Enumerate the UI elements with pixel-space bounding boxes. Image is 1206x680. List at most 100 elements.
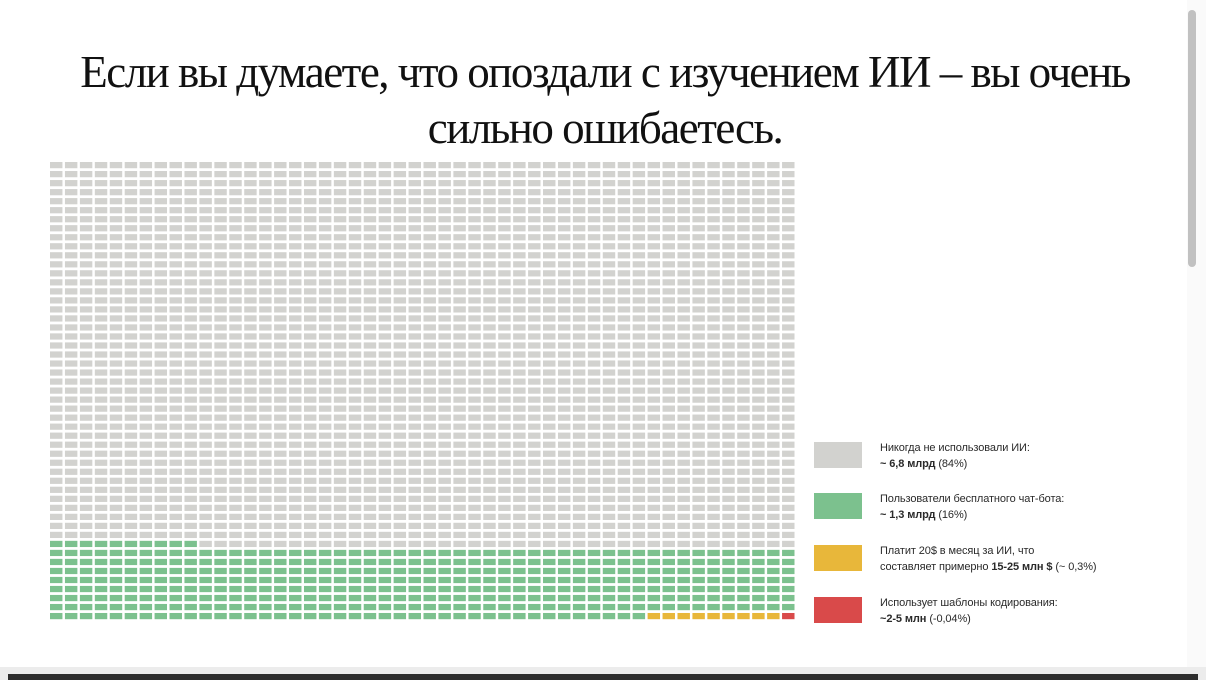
waffle-cell-free bbox=[363, 567, 377, 575]
waffle-cell-never bbox=[124, 378, 138, 385]
waffle-cell-never bbox=[647, 171, 661, 178]
waffle-cell-never bbox=[94, 531, 108, 539]
waffle-cell-never bbox=[498, 405, 511, 412]
waffle-cell-never bbox=[244, 378, 257, 385]
waffle-cell-never bbox=[124, 306, 138, 313]
waffle-cell-never bbox=[169, 468, 182, 475]
waffle-cell-never bbox=[303, 405, 317, 412]
waffle-cell-never bbox=[528, 522, 541, 529]
waffle-cell-free bbox=[214, 603, 227, 611]
waffle-cell-never bbox=[438, 171, 451, 178]
waffle-cell-never bbox=[782, 279, 795, 286]
waffle-cell-never bbox=[438, 297, 451, 304]
waffle-cell-never bbox=[109, 270, 123, 277]
waffle-cell-free bbox=[782, 603, 795, 611]
waffle-cell-free bbox=[139, 558, 153, 566]
waffle-cell-never bbox=[154, 315, 168, 322]
waffle-cell-never bbox=[214, 522, 227, 529]
waffle-cell-never bbox=[333, 504, 347, 511]
waffle-cell-never bbox=[752, 288, 765, 295]
waffle-cell-free bbox=[124, 549, 138, 557]
waffle-cell-never bbox=[722, 414, 735, 421]
waffle-cell-never bbox=[64, 171, 78, 178]
waffle-cell-never bbox=[707, 396, 720, 403]
waffle-cell-never bbox=[468, 468, 481, 475]
waffle-cell-never bbox=[528, 288, 541, 295]
waffle-cell-free bbox=[543, 567, 556, 575]
waffle-cell-never bbox=[453, 369, 466, 376]
waffle-cell-free bbox=[154, 603, 168, 611]
waffle-cell-free bbox=[79, 549, 93, 557]
waffle-cell-never bbox=[632, 360, 646, 367]
waffle-cell-never bbox=[423, 180, 436, 187]
waffle-cell-never bbox=[124, 387, 138, 394]
waffle-cell-never bbox=[483, 360, 496, 367]
waffle-cell-free bbox=[722, 576, 735, 584]
waffle-cell-never bbox=[782, 216, 795, 223]
waffle-cell-never bbox=[722, 504, 735, 511]
waffle-cell-never bbox=[453, 225, 466, 232]
waffle-cell-never bbox=[303, 351, 317, 358]
waffle-cell-never bbox=[333, 315, 347, 322]
waffle-cell-never bbox=[513, 540, 526, 548]
waffle-cell-never bbox=[289, 351, 302, 358]
waffle-cell-never bbox=[94, 405, 108, 412]
waffle-cell-never bbox=[184, 261, 197, 268]
waffle-cell-never bbox=[752, 360, 765, 367]
waffle-cell-free bbox=[318, 567, 332, 575]
waffle-cell-never bbox=[244, 477, 257, 484]
waffle-cell-never bbox=[662, 333, 675, 340]
waffle-cell-never bbox=[184, 288, 197, 295]
waffle-cell-never bbox=[677, 234, 690, 241]
waffle-cell-never bbox=[767, 324, 780, 331]
waffle-cell-never bbox=[662, 252, 675, 259]
waffle-cell-never bbox=[423, 432, 436, 439]
waffle-cell-free bbox=[483, 612, 496, 620]
waffle-cell-paid bbox=[722, 612, 735, 620]
waffle-cell-free bbox=[109, 549, 123, 557]
waffle-cell-never bbox=[602, 360, 616, 367]
waffle-cell-never bbox=[543, 423, 556, 430]
waffle-cell-free bbox=[528, 549, 541, 557]
waffle-cell-never bbox=[274, 171, 287, 178]
waffle-cell-never bbox=[722, 468, 735, 475]
waffle-cell-free bbox=[333, 576, 347, 584]
waffle-cell-never bbox=[139, 270, 153, 277]
waffle-cell-never bbox=[587, 459, 601, 466]
waffle-cell-never bbox=[303, 504, 317, 511]
waffle-cell-never bbox=[617, 441, 631, 448]
waffle-cell-never bbox=[333, 360, 347, 367]
waffle-cell-never bbox=[543, 189, 556, 196]
waffle-cell-never bbox=[767, 468, 780, 475]
waffle-cell-never bbox=[782, 486, 795, 493]
waffle-cell-never bbox=[348, 306, 362, 313]
waffle-cell-never bbox=[707, 270, 720, 277]
waffle-cell-never bbox=[124, 450, 138, 457]
waffle-cell-never bbox=[602, 486, 616, 493]
waffle-cell-never bbox=[632, 252, 646, 259]
waffle-cell-never bbox=[378, 414, 392, 421]
waffle-cell-never bbox=[722, 279, 735, 286]
scrollbar-thumb[interactable] bbox=[1188, 10, 1196, 267]
waffle-cell-never bbox=[423, 216, 436, 223]
waffle-cell-never bbox=[169, 387, 182, 394]
waffle-cell-never bbox=[767, 495, 780, 502]
waffle-cell-never bbox=[468, 396, 481, 403]
waffle-cell-never bbox=[303, 360, 317, 367]
waffle-cell-free bbox=[169, 549, 182, 557]
waffle-cell-never bbox=[378, 297, 392, 304]
waffle-cell-never bbox=[229, 504, 242, 511]
waffle-cell-never bbox=[453, 342, 466, 349]
waffle-cell-free bbox=[632, 567, 646, 575]
waffle-cell-never bbox=[632, 378, 646, 385]
waffle-cell-free bbox=[199, 594, 212, 602]
waffle-cell-never bbox=[303, 378, 317, 385]
waffle-cell-never bbox=[468, 333, 481, 340]
waffle-cell-never bbox=[393, 225, 407, 232]
waffle-cell-never bbox=[587, 189, 601, 196]
waffle-cell-never bbox=[498, 504, 511, 511]
waffle-cell-never bbox=[513, 189, 526, 196]
waffle-cell-never bbox=[617, 432, 631, 439]
waffle-cell-never bbox=[498, 531, 511, 539]
waffle-cell-free bbox=[318, 558, 332, 566]
